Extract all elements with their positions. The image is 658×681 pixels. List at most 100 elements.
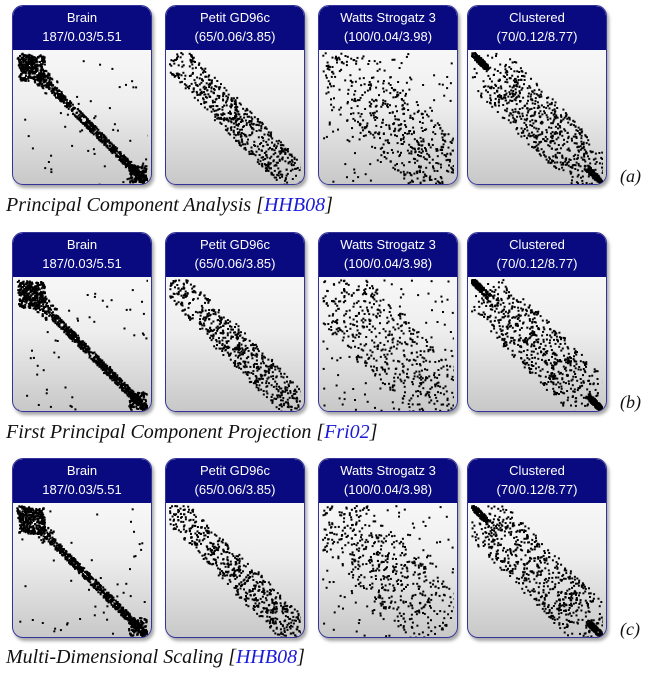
matrix-entry	[32, 57, 34, 59]
matrix-entry	[477, 90, 479, 92]
matrix-entry	[545, 136, 547, 138]
matrix-entry	[547, 105, 549, 107]
matrix-entry	[502, 117, 504, 119]
matrix-entry	[102, 134, 104, 136]
matrix-entry	[45, 296, 47, 298]
matrix-entry	[543, 106, 545, 108]
matrix-entry	[142, 165, 144, 167]
matrix-entry	[592, 151, 594, 153]
matrix-entry	[230, 326, 232, 328]
matrix-entry	[453, 165, 454, 167]
matrix-entry	[204, 297, 206, 299]
matrix-entry	[116, 150, 118, 152]
matrix-entry	[87, 150, 89, 152]
matrix-entry	[392, 96, 394, 98]
matrix-entry	[555, 156, 557, 158]
matrix-entry	[239, 354, 241, 356]
matrix-entry	[374, 60, 376, 62]
matrix-entry	[409, 117, 411, 119]
matrix-entry	[517, 112, 519, 114]
matrix-entry	[200, 93, 202, 95]
matrix-entry	[414, 158, 416, 160]
matrix-entry	[276, 145, 278, 147]
matrix-entry	[264, 134, 266, 136]
matrix-entry	[227, 98, 229, 100]
matrix-entry	[243, 117, 245, 119]
matrix-entry	[29, 307, 31, 309]
matrix-entry	[363, 135, 365, 137]
matrix-entry	[124, 328, 126, 330]
matrix-entry	[421, 148, 423, 150]
matrix-entry	[201, 91, 203, 93]
matrix-entry	[254, 116, 256, 118]
matrix-entry	[41, 65, 43, 67]
matrix-entry	[77, 108, 79, 110]
matrix-entry	[113, 149, 115, 151]
matrix-entry	[226, 100, 228, 102]
matrix-entry	[127, 178, 129, 180]
matrix-entry	[227, 128, 229, 130]
matrix-entry	[545, 156, 547, 158]
matrix-entry	[569, 150, 571, 152]
matrix-entry	[224, 87, 226, 89]
matrix-entry	[548, 160, 550, 162]
matrix-entry	[472, 56, 474, 58]
matrix-entry	[404, 95, 406, 97]
matrix-entry	[31, 290, 33, 292]
matrix-entry	[37, 299, 39, 301]
matrix-entry	[499, 64, 501, 66]
citation-link[interactable]: HHB08	[264, 194, 325, 216]
matrix-entry	[369, 105, 371, 107]
matrix-entry	[51, 78, 53, 80]
matrix-entry	[526, 126, 528, 128]
matrix-entry	[227, 328, 229, 330]
matrix-entry	[245, 149, 247, 151]
matrix-entry	[522, 115, 524, 117]
matrix-entry	[38, 301, 40, 303]
matrix-entry	[379, 137, 381, 139]
matrix-entry	[240, 104, 242, 106]
matrix-entry	[409, 130, 411, 132]
matrix-entry	[116, 376, 118, 378]
matrix-entry	[363, 55, 365, 57]
matrix-entry	[39, 297, 41, 299]
matrix-entry	[109, 372, 111, 374]
matrix-entry	[509, 58, 511, 60]
matrix-entry	[391, 149, 393, 151]
matrix-entry	[426, 159, 428, 161]
matrix-entry	[216, 98, 218, 100]
matrix-entry	[48, 85, 50, 87]
graph-card: Petit GD96c(65/0.06/3.85)	[165, 5, 305, 185]
matrix-entry	[417, 154, 419, 156]
matrix-entry	[206, 82, 208, 84]
matrix-entry	[563, 169, 565, 171]
matrix-entry	[358, 112, 360, 114]
matrix-entry	[410, 153, 412, 155]
matrix-entry	[420, 155, 422, 157]
matrix-entry	[502, 98, 504, 100]
matrix-entry	[539, 110, 541, 112]
matrix-entry	[257, 161, 259, 163]
matrix-entry	[238, 142, 240, 144]
matrix-entry	[126, 384, 128, 386]
matrix-entry	[195, 292, 197, 294]
matrix-entry	[283, 151, 285, 153]
matrix-entry	[587, 155, 589, 157]
matrix-entry	[588, 158, 590, 160]
matrix-entry	[201, 305, 203, 307]
matrix-entry	[195, 311, 197, 313]
matrix-entry	[519, 108, 521, 110]
matrix-entry	[174, 300, 176, 302]
matrix-entry	[551, 137, 553, 139]
matrix-entry	[77, 345, 79, 347]
matrix-entry	[369, 81, 371, 83]
matrix-entry	[17, 58, 19, 60]
matrix-entry	[550, 127, 552, 129]
matrix-entry	[286, 182, 288, 184]
matrix-entry	[261, 355, 263, 357]
matrix-entry	[380, 154, 382, 156]
matrix-entry	[185, 291, 187, 293]
matrix-entry	[430, 146, 432, 148]
matrix-entry	[222, 99, 224, 101]
matrix-entry	[489, 102, 491, 104]
